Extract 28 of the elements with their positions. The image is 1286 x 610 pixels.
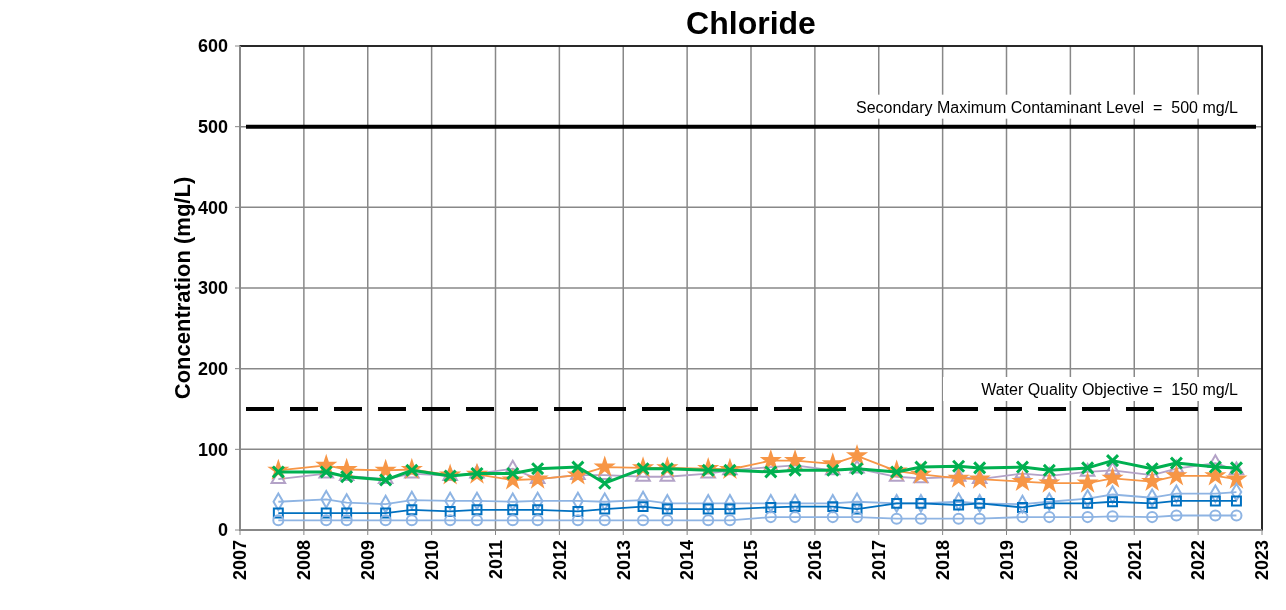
ref-line-label: Secondary Maximum Contaminant Level = 500 mg/L <box>856 98 1239 116</box>
x-tick-label: 2020 <box>1060 540 1081 581</box>
x-tick-label: 2014 <box>677 540 698 581</box>
y-tick-label: 200 <box>197 358 228 379</box>
x-tick-label: 2013 <box>613 540 634 581</box>
x-tick-label: 2012 <box>549 540 570 581</box>
x-tick-label: 2023 <box>1252 540 1273 581</box>
x-tick-label: 2018 <box>932 540 953 581</box>
ref-line-label: Water Quality Objective = 150 mg/L <box>981 381 1239 398</box>
x-tick-label: 2015 <box>741 540 762 581</box>
chart-title: Chloride <box>686 5 816 41</box>
x-tick-label: 2019 <box>996 540 1017 581</box>
x-tick-label: 2010 <box>421 540 442 581</box>
x-tick-label: 2021 <box>1124 540 1145 581</box>
y-axis-title: Concentration (mg/L) <box>170 176 195 400</box>
y-tick-label: 600 <box>197 36 228 57</box>
y-tick-label: 300 <box>197 278 228 299</box>
x-tick-label: 2008 <box>294 540 315 581</box>
y-tick-label: 400 <box>197 197 228 218</box>
x-tick-label: 2011 <box>485 540 506 580</box>
x-tick-label: 2016 <box>805 540 826 581</box>
x-tick-label: 2009 <box>358 540 379 581</box>
x-tick-label: 2022 <box>1188 540 1209 581</box>
y-tick-label: 0 <box>217 520 228 541</box>
y-tick-label: 100 <box>197 439 228 460</box>
x-tick-label: 2007 <box>230 540 251 581</box>
y-tick-label: 500 <box>197 116 228 137</box>
x-tick-label: 2017 <box>869 540 890 581</box>
